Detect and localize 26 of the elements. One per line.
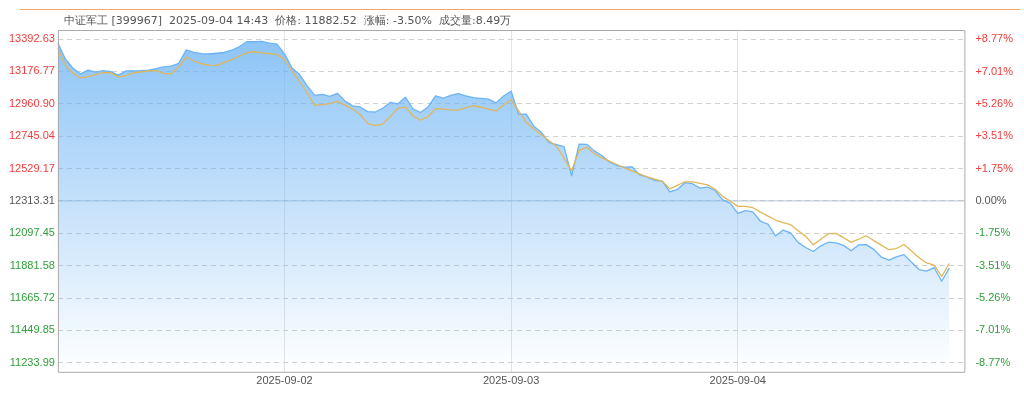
x-tick-label: 2025-09-03 xyxy=(482,374,540,387)
y-tick-label: 11665.72 xyxy=(9,291,55,304)
y2-tick-label: -7.01% xyxy=(975,323,1011,336)
y2-tick-label: +1.75% xyxy=(975,161,1014,174)
chart-title: 中证军工 [399967] 2025-09-04 14:43 价格: 11882.52 涨幅: -3.50% 成交量:8.49万 xyxy=(64,13,512,28)
y-tick-label: 11449.85 xyxy=(9,323,55,336)
y2-tick-label: +7.01% xyxy=(975,64,1014,77)
y-tick-label: 12960.90 xyxy=(8,96,55,109)
y-tick-label: 12529.17 xyxy=(8,161,55,174)
y2-tick-label: +8.77% xyxy=(975,32,1014,45)
y2-tick-label: -5.26% xyxy=(975,291,1011,304)
y-tick-label: 12745.04 xyxy=(8,129,55,142)
y2-tick-label: +5.26% xyxy=(975,96,1014,109)
x-tick-label: 2025-09-02 xyxy=(256,374,313,387)
y2-tick-label: -1.75% xyxy=(975,226,1011,239)
y2-tick-label: +3.51% xyxy=(975,129,1014,142)
y2-tick-label: -8.77% xyxy=(975,355,1011,368)
y2-tick-label: -3.51% xyxy=(975,258,1011,271)
x-tick-label: 2025-09-04 xyxy=(709,374,766,387)
y-tick-label: 11233.99 xyxy=(9,355,55,368)
y-tick-label: 11881.58 xyxy=(9,258,55,271)
y-tick-label: 12313.31 xyxy=(8,193,55,206)
y-tick-label: 12097.45 xyxy=(8,226,55,239)
y-tick-label: 13176.77 xyxy=(8,64,55,77)
y2-tick-label: 0.00% xyxy=(975,193,1007,206)
y-tick-label: 13392.63 xyxy=(8,32,55,45)
